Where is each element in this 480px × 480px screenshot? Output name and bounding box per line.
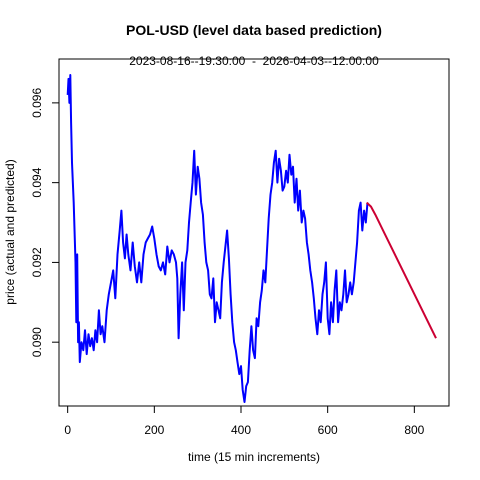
- x-tick-label: 400: [231, 423, 251, 437]
- x-axis: 0 200 400 600 800: [64, 406, 425, 437]
- y-tick-label: 0.092: [30, 247, 44, 277]
- y-axis: 0.090 0.092 0.094 0.096: [30, 88, 59, 357]
- y-axis-label: price (actual and predicted): [3, 159, 17, 304]
- chart-title: POL-USD (level data based prediction): [126, 22, 382, 38]
- series-line-actual: [66, 74, 369, 403]
- x-tick-label: 800: [404, 423, 424, 437]
- series-layer: [66, 74, 437, 403]
- x-axis-label: time (15 min increments): [188, 450, 320, 464]
- x-tick-label: 200: [144, 423, 164, 437]
- y-tick-label: 0.090: [30, 327, 44, 357]
- x-tick-label: 600: [318, 423, 338, 437]
- chart-subtitle: 2023-08-16--19:30:00 - 2026-04-03--12:00…: [129, 54, 379, 68]
- y-tick-label: 0.094: [30, 167, 44, 197]
- x-tick-label: 0: [64, 423, 71, 437]
- series-line-predicted: [366, 201, 437, 339]
- plot-frame: [58, 58, 450, 407]
- y-tick-label: 0.096: [30, 88, 44, 118]
